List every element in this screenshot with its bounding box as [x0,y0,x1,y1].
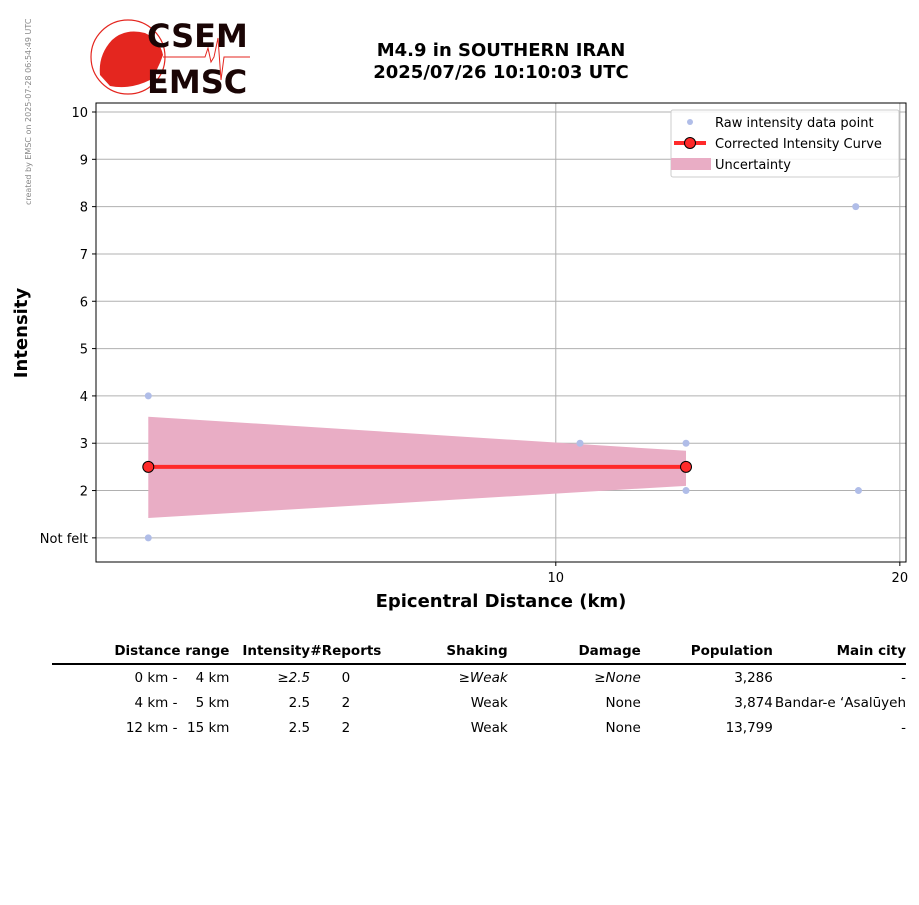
legend-curve-marker [684,137,696,149]
intensity-cell: 2.5 [288,695,311,711]
x-tick-label: 20 [892,571,909,586]
credit-text: created by EMSC on 2025-07-28 06:54:49 U… [24,18,33,205]
chart-title-line2: 2025/07/26 10:10:03 UTC [373,62,629,83]
column-header: Intensity [229,640,311,665]
corrected-intensity-point [142,460,155,473]
table-row: 12 km - 15 km 2.5 2 Weak None 13,799 - [52,715,906,740]
column-header: #Reports [310,640,382,665]
y-axis-label: Intensity [11,288,32,379]
raw-data-point [852,203,860,211]
damage-cell: None [605,695,641,711]
y-tick-label: Not felt [40,532,88,547]
chart-title-line1: M4.9 in SOUTHERN IRAN [377,40,626,61]
intensity-cell: 2.5 [288,720,311,736]
x-tick-label: 10 [548,571,565,586]
table-row: 0 km - 4 km ≥2.5 0 ≥Weak ≥None 3,286 - [52,664,906,690]
reports-cell: 2 [341,695,351,711]
column-header: Main city [772,640,906,665]
shaking-cell: ≥Weak [458,670,508,686]
legend-raw-marker [687,119,693,125]
raw-data-point [144,534,152,542]
y-tick-label: 5 [80,343,88,358]
y-tick-label: 8 [80,201,88,216]
raw-data-point [144,392,152,400]
intensity-chart: created by EMSC on 2025-07-28 06:54:49 U… [11,17,909,612]
y-tick-label: 10 [71,106,88,121]
intensity-cell: ≥2.5 [277,670,311,686]
legend-uncertainty-swatch [671,158,711,170]
reports-cell: 2 [341,720,351,736]
y-tick-label: 3 [80,437,88,452]
table-row: 4 km - 5 km 2.5 2 Weak None 3,874 Bandar-e ‘Asa… [52,690,906,715]
city-cell: - [901,720,906,736]
intensity-table: Distance range Intensity #Reports Shaking Da… [52,640,906,740]
distance-range-cell: 12 km - 15 km [52,715,230,740]
y-tick-label: 2 [80,485,88,500]
y-tick-label: 9 [80,153,88,168]
distance-range-cell: 4 km - 5 km [52,690,229,715]
plot-frame [95,102,907,563]
y-tick-label: 6 [80,295,88,310]
raw-data-point [576,439,584,447]
damage-cell: None [605,720,641,736]
range-from: 0 km - [134,670,178,686]
svg-text:EMSC: EMSC [147,63,247,101]
column-header: Population [640,640,773,665]
range-to: 4 km [195,670,230,686]
column-header: Distance range [52,640,230,665]
distance-range-cell: 0 km - 4 km [52,664,229,690]
population-cell: 3,286 [734,670,773,686]
legend: Raw intensity data point Corrected Inten… [670,109,900,178]
y-tick-label: 7 [80,248,88,263]
raw-data-point [854,487,862,495]
population-cell: 13,799 [725,720,773,736]
range-to: 5 km [195,695,230,711]
legend-curve-label: Corrected Intensity Curve [715,137,882,152]
x-axis-label: Epicentral Distance (km) [376,591,627,612]
damage-cell: ≥None [594,670,641,686]
column-header: Damage [507,640,641,665]
city-cell: Bandar-e ‘Asalūyeh [774,695,906,711]
range-from: 12 km - [125,720,178,736]
legend-raw-label: Raw intensity data point [715,116,874,131]
shaking-cell: Weak [470,720,508,736]
corrected-intensity-point [680,460,693,473]
range-from: 4 km - [134,695,178,711]
column-header: Shaking [381,640,508,665]
raw-data-point [682,439,690,447]
legend-uncertainty-label: Uncertainty [715,158,791,173]
reports-cell: 0 [341,670,351,686]
shaking-cell: Weak [470,695,508,711]
population-cell: 3,874 [734,695,773,711]
y-tick-label: 4 [80,390,88,405]
city-cell: - [901,670,906,686]
raw-data-point [682,487,690,495]
svg-text:CSEM: CSEM [147,17,248,55]
range-to: 15 km [187,720,230,736]
emsc-logo: CSEM EMSC [90,17,250,101]
